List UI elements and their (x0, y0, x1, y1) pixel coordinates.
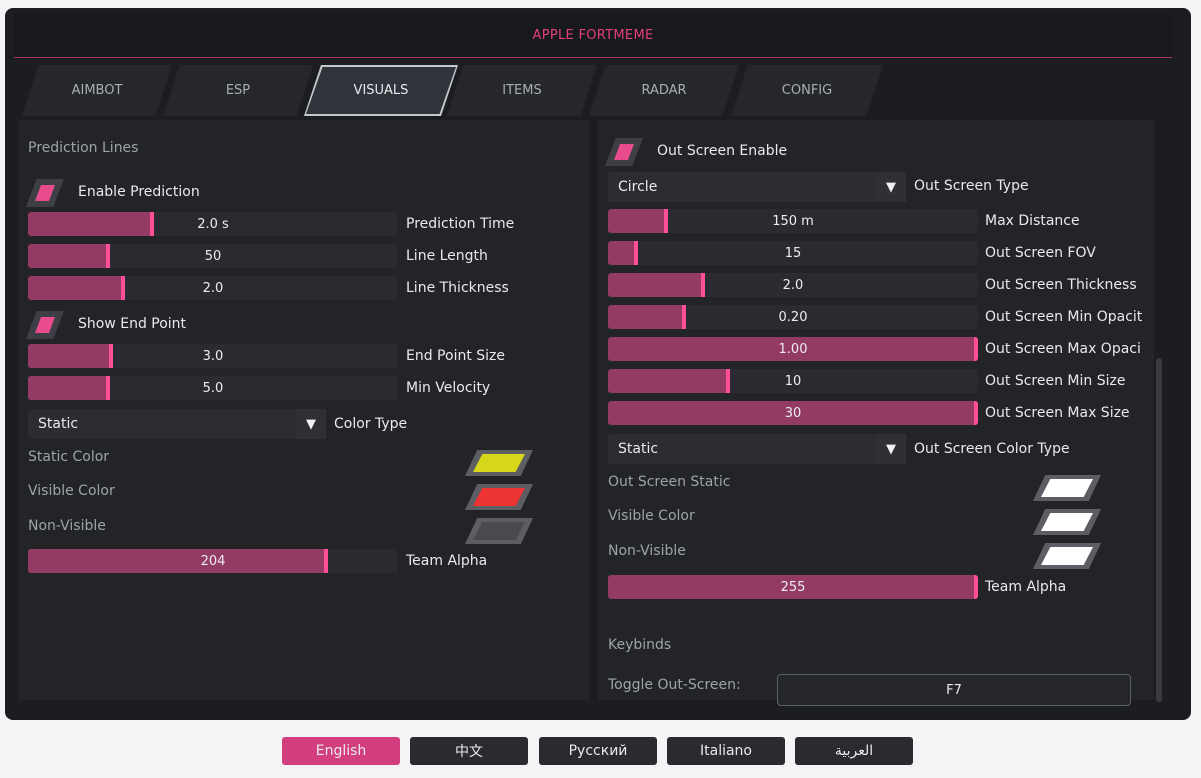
out-screen-static-swatch[interactable] (1033, 475, 1101, 501)
prediction-time-label: Prediction Time (406, 216, 515, 232)
max-distance-label: Max Distance (985, 213, 1080, 229)
min-velocity-label: Min Velocity (406, 380, 491, 396)
out-screen-min-size-label: Out Screen Min Size (985, 373, 1126, 389)
show-end-point-label: Show End Point (78, 316, 187, 332)
non-visible-swatch[interactable] (465, 518, 533, 544)
prediction-time-slider[interactable]: 2.0 s (28, 212, 398, 236)
out-screen-non-visible-label: Non-Visible (608, 543, 686, 559)
visible-color-label: Visible Color (28, 483, 115, 499)
static-color-swatch[interactable] (465, 450, 533, 476)
lang-italian-button[interactable]: Italiano (667, 737, 785, 765)
tab-aimbot[interactable]: AIMBOT (22, 65, 172, 116)
chevron-down-icon[interactable]: ▼ (296, 409, 326, 439)
tab-radar[interactable]: RADAR (589, 65, 739, 116)
out-screen-max-size-label: Out Screen Max Size (985, 405, 1130, 421)
team-alpha-slider[interactable]: 204 (28, 549, 398, 573)
lang-russian-button[interactable]: Русский (539, 737, 657, 765)
out-screen-fov-label: Out Screen FOV (985, 245, 1096, 261)
color-type-label: Color Type (334, 416, 408, 432)
end-point-size-label: End Point Size (406, 348, 506, 364)
out-screen-color-type-dropdown[interactable]: Static ▼ (608, 434, 906, 464)
title-bar: APPLE FORTMEME (14, 14, 1172, 58)
out-screen-thickness-label: Out Screen Thickness (985, 277, 1137, 293)
out-screen-fov-slider[interactable]: 15 (608, 241, 978, 265)
out-screen-thickness-slider[interactable]: 2.0 (608, 273, 978, 297)
min-velocity-slider[interactable]: 5.0 (28, 376, 398, 400)
visible-color-swatch[interactable] (465, 484, 533, 510)
out-screen-max-opacity-slider[interactable]: 1.00 (608, 337, 978, 361)
end-point-size-slider[interactable]: 3.0 (28, 344, 398, 368)
out-screen-max-size-slider[interactable]: 30 (608, 401, 978, 425)
out-screen-team-alpha-label: Team Alpha (985, 579, 1067, 595)
out-screen-type-label: Out Screen Type (914, 178, 1029, 194)
team-alpha-label: Team Alpha (406, 553, 488, 569)
lang-arabic-button[interactable]: العربية (795, 737, 913, 765)
max-distance-slider[interactable]: 150 m (608, 209, 978, 233)
out-screen-enable-checkbox[interactable] (605, 138, 643, 166)
tab-esp[interactable]: ESP (163, 65, 313, 116)
out-screen-visible-color-label: Visible Color (608, 508, 695, 524)
line-length-slider[interactable]: 50 (28, 244, 398, 268)
out-screen-visible-color-swatch[interactable] (1033, 509, 1101, 535)
enable-prediction-label: Enable Prediction (78, 184, 200, 200)
out-screen-min-size-slider[interactable]: 10 (608, 369, 978, 393)
enable-prediction-checkbox[interactable] (26, 179, 64, 207)
keybinds-title: Keybinds (608, 637, 672, 653)
line-thickness-slider[interactable]: 2.0 (28, 276, 398, 300)
out-screen-color-type-label: Out Screen Color Type (914, 441, 1070, 457)
app-title: APPLE FORTMEME (532, 28, 654, 43)
static-color-label: Static Color (28, 449, 110, 465)
out-screen-static-label: Out Screen Static (608, 474, 731, 490)
line-length-label: Line Length (406, 248, 488, 264)
chevron-down-icon[interactable]: ▼ (876, 172, 906, 202)
out-screen-type-dropdown[interactable]: Circle ▼ (608, 172, 906, 202)
out-screen-non-visible-swatch[interactable] (1033, 543, 1101, 569)
right-panel-scrollbar[interactable] (1156, 358, 1162, 702)
lang-english-button[interactable]: English (282, 737, 400, 765)
line-thickness-label: Line Thickness (406, 280, 509, 296)
color-type-dropdown[interactable]: Static ▼ (28, 409, 326, 439)
out-screen-min-opacity-slider[interactable]: 0.20 (608, 305, 978, 329)
section-title: Prediction Lines (28, 140, 139, 156)
show-end-point-checkbox[interactable] (26, 311, 64, 339)
tab-visuals[interactable]: VISUALS (304, 65, 458, 116)
non-visible-label: Non-Visible (28, 518, 106, 534)
chevron-down-icon[interactable]: ▼ (876, 434, 906, 464)
lang-chinese-button[interactable]: 中文 (410, 737, 528, 765)
tab-items[interactable]: ITEMS (447, 65, 597, 116)
out-screen-enable-label: Out Screen Enable (657, 143, 788, 159)
tab-config[interactable]: CONFIG (731, 65, 883, 116)
out-screen-max-opacity-label: Out Screen Max Opaci (985, 341, 1141, 357)
out-screen-team-alpha-slider[interactable]: 255 (608, 575, 978, 599)
toggle-out-screen-label: Toggle Out-Screen: (608, 677, 741, 693)
toggle-out-screen-keybind[interactable]: F7 (777, 674, 1131, 706)
out-screen-min-opacity-label: Out Screen Min Opacit (985, 309, 1143, 325)
